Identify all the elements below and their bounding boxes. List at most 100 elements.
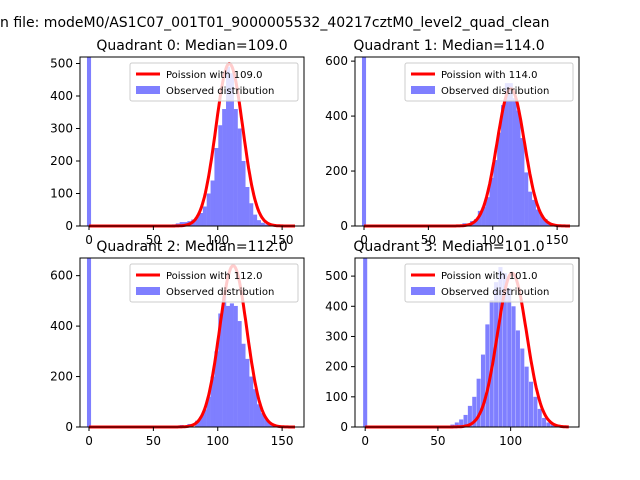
legend-swatch-observed: [136, 287, 160, 295]
y-tick-label: 200: [50, 154, 73, 168]
x-tick-label: 150: [271, 434, 294, 448]
histogram-bar: [477, 210, 482, 226]
histogram-bar: [516, 110, 521, 226]
histogram-bar: [489, 177, 494, 226]
y-tick-label: 200: [50, 370, 73, 384]
histogram-bar: [249, 376, 254, 427]
histogram-bar: [511, 306, 516, 427]
histogram-bar: [531, 199, 536, 226]
y-tick-label: 600: [50, 269, 73, 283]
histogram-bar: [515, 330, 520, 427]
legend-label-observed: Observed distribution: [166, 86, 274, 97]
histogram-bar: [502, 273, 507, 427]
histogram-bar: [480, 354, 486, 427]
x-tick-label: 0: [361, 434, 369, 448]
histogram-bar: [260, 222, 265, 226]
histogram-bar: [463, 414, 468, 427]
y-tick-label: 0: [65, 420, 73, 434]
histogram-bar: [214, 351, 219, 427]
panel-0: 0 50 100 150 0 100 200 300 400 500 Poission with 1…: [50, 38, 305, 247]
panel-title: Quadrant 2: Median=112.0: [96, 239, 287, 255]
legend-label-observed: Observed distribution: [441, 287, 549, 298]
y-tick-label: 300: [325, 329, 348, 343]
x-tick-label: 0: [360, 233, 368, 247]
histogram-bar: [237, 321, 242, 427]
histogram-bar: [210, 376, 215, 427]
histogram-bar: [497, 132, 502, 226]
y-tick-label: 0: [340, 219, 348, 233]
histogram-bar: [485, 324, 490, 427]
histogram-bar: [256, 404, 261, 427]
histogram-bar: [494, 282, 499, 427]
legend: Poission with 101.0 Observed distribution: [404, 263, 574, 303]
x-tick-label: 100: [206, 434, 229, 448]
histogram-bar: [481, 206, 486, 226]
axes-frame: [354, 56, 580, 227]
histogram-bar: [528, 381, 534, 427]
x-tick-label: 100: [499, 434, 522, 448]
histogram-bar: [363, 258, 368, 427]
y-tick-label: 200: [325, 360, 348, 374]
x-tick-label: 0: [85, 434, 93, 448]
histogram-bar: [218, 313, 223, 427]
histogram-bar: [543, 219, 548, 226]
histogram-bar: [253, 389, 258, 427]
histogram-bar: [537, 408, 542, 427]
y-tick-label: 100: [50, 187, 73, 201]
histogram-bar: [268, 423, 273, 427]
histogram-bar: [459, 419, 464, 427]
panel-title: Quadrant 3: Median=101.0: [353, 239, 544, 255]
histogram-bar: [241, 161, 246, 226]
histogram-bar: [222, 295, 227, 427]
legend: Poission with 109.0 Observed distribution: [129, 62, 299, 102]
y-tick-label: 500: [325, 269, 348, 283]
histogram-bar: [472, 396, 477, 427]
histogram-bar: [237, 128, 242, 226]
histogram-bar: [528, 191, 533, 226]
histogram-bar: [550, 424, 555, 427]
y-tick-label: 600: [325, 54, 348, 68]
figure-suptitle: n file: modeM0/AS1C07_001T01_9000005532_…: [0, 15, 549, 31]
histogram-bar: [229, 73, 234, 226]
histogram-bar: [542, 417, 547, 427]
legend-swatch-observed: [411, 86, 435, 94]
histogram-bar: [524, 366, 529, 427]
histogram-bar: [233, 109, 238, 226]
legend: Poission with 112.0 Observed distribution: [129, 263, 299, 303]
x-tick-label: 150: [271, 233, 294, 247]
x-tick-label: 50: [430, 434, 445, 448]
histogram-bar: [229, 303, 234, 427]
x-tick-label: 100: [206, 233, 229, 247]
histogram-bar: [179, 222, 184, 226]
histogram-bar: [546, 422, 551, 427]
histogram-bar: [508, 83, 513, 227]
x-tick-label: 50: [146, 233, 161, 247]
x-tick-label: 0: [85, 233, 93, 247]
legend-label-observed: Observed distribution: [166, 287, 274, 298]
histogram-bar: [361, 57, 367, 226]
legend-box: [129, 263, 299, 303]
histogram-bar: [473, 219, 479, 226]
histogram-bar: [206, 396, 211, 427]
x-tick-label: 150: [546, 233, 569, 247]
histogram-bar: [222, 109, 227, 226]
panel-title: Quadrant 0: Median=109.0: [96, 38, 287, 54]
histogram-bar: [507, 288, 512, 427]
histogram-bar: [260, 413, 265, 427]
y-tick-label: 200: [325, 164, 348, 178]
histogram-bar: [241, 343, 246, 427]
y-tick-label: 500: [50, 57, 73, 71]
x-tick-label: 50: [421, 233, 436, 247]
histogram-bar: [520, 138, 525, 226]
histogram-bar: [501, 105, 506, 226]
histogram-bar: [202, 409, 207, 427]
histogram-bar: [86, 258, 92, 427]
histogram-bar: [198, 416, 204, 427]
y-tick-label: 400: [325, 299, 348, 313]
y-tick-label: 0: [65, 219, 73, 233]
panel-3: 0 50 100 0 100 200 300 400 500 Poission with 101.…: [325, 239, 580, 448]
histogram-bar: [198, 213, 204, 226]
histogram-bar: [520, 348, 525, 427]
histogram-bar: [226, 305, 231, 427]
